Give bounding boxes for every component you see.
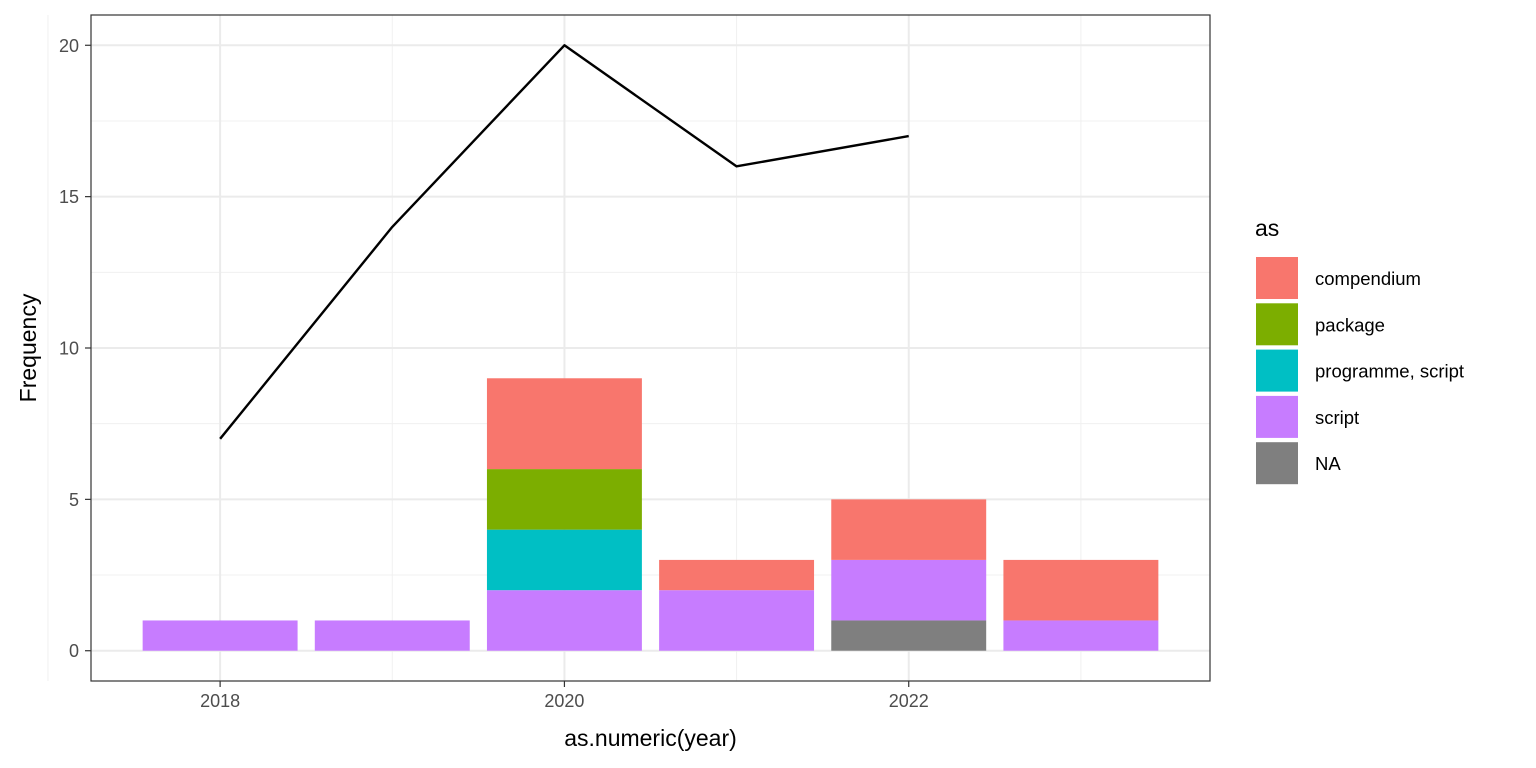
y-tick-label: 5	[69, 490, 79, 510]
y-axis-title: Frequency	[15, 293, 41, 402]
legend-title: as	[1255, 215, 1279, 241]
x-tick-label: 2020	[544, 691, 584, 711]
bar-stacks	[142, 378, 1159, 651]
legend: as compendium package programme, script scr…	[1255, 215, 1464, 485]
bar-segment	[486, 378, 642, 470]
bar-segment	[486, 529, 642, 591]
bar-segment	[486, 590, 642, 651]
y-tick-label: 20	[59, 36, 79, 56]
bar-segment	[659, 590, 815, 651]
bar-segment	[486, 469, 642, 530]
legend-swatch	[1256, 257, 1298, 299]
bar-segment	[831, 559, 987, 621]
legend-swatch	[1256, 442, 1298, 485]
legend-swatch	[1256, 395, 1298, 438]
legend-items: compendium package programme, script script…	[1256, 257, 1464, 485]
y-tick-label: 0	[69, 641, 79, 661]
bar-segment	[314, 620, 470, 651]
legend-swatch	[1256, 303, 1298, 346]
legend-label: package	[1315, 314, 1385, 335]
bar-segment	[659, 559, 815, 591]
x-axis: 2018 2020 2022	[200, 681, 929, 711]
x-axis-title: as.numeric(year)	[564, 725, 737, 751]
minor-gridlines	[47, 15, 1210, 681]
bar-segment	[1003, 559, 1159, 621]
x-tick-label: 2018	[200, 691, 240, 711]
bar-segment	[142, 620, 298, 651]
trend-line-layer	[219, 44, 909, 440]
x-tick-label: 2022	[889, 691, 929, 711]
legend-swatch	[1256, 349, 1298, 392]
y-tick-label: 15	[59, 187, 79, 207]
bar-segment	[831, 499, 987, 560]
legend-label: script	[1315, 407, 1359, 428]
legend-label: NA	[1315, 453, 1341, 474]
legend-label: compendium	[1315, 268, 1421, 289]
bar-segment	[1003, 620, 1159, 651]
y-axis: 0 5 10 15 20	[59, 36, 91, 661]
bar-segment	[831, 620, 987, 651]
legend-label: programme, script	[1315, 361, 1464, 382]
trend-line	[219, 44, 909, 440]
y-tick-label: 10	[59, 339, 79, 359]
